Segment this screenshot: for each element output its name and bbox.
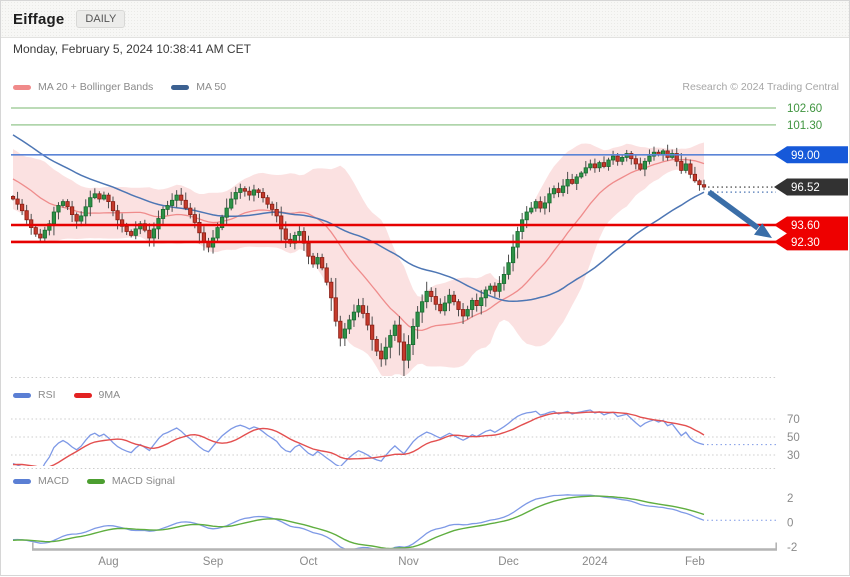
macd-panel	[12, 494, 705, 549]
rsi-ma-line	[12, 411, 705, 466]
chart-header: Eiffage DAILY	[1, 1, 849, 38]
macd-scale-label: 2	[787, 493, 793, 505]
bearish-arrow	[707, 189, 772, 238]
rsi-line	[12, 409, 705, 466]
rsi-legend: RSI 9MA	[13, 389, 138, 401]
resistance-label: 102.60	[787, 103, 822, 115]
support-price-tag: 93.60	[774, 216, 848, 234]
bollinger-band	[13, 142, 704, 376]
month-label: 2024	[582, 556, 608, 568]
svg-text:92.30: 92.30	[791, 237, 820, 249]
price-legend: MA 20 + Bollinger Bands MA 50	[13, 81, 244, 93]
resistance-label: 101.30	[787, 120, 822, 132]
ma20-bollinger-legend-label: MA 20 + Bollinger Bands	[38, 81, 154, 93]
month-label: Dec	[498, 556, 519, 568]
rsi-9ma-legend-label: 9MA	[98, 389, 121, 401]
macd-swatch-icon	[13, 478, 31, 484]
macd-signal-legend-label: MACD Signal	[111, 475, 175, 487]
month-label: Feb	[685, 556, 705, 568]
ma20-line	[12, 158, 705, 332]
symbol-title: Eiffage	[13, 10, 65, 28]
svg-text:96.52: 96.52	[791, 182, 820, 194]
last-price-tag: 96.52	[774, 178, 848, 196]
rsi-scale-label: 30	[787, 450, 800, 462]
price-panel	[11, 134, 707, 376]
macd-signal-swatch-icon	[86, 478, 105, 484]
ma50-line	[12, 134, 705, 303]
macd-line	[12, 494, 705, 549]
rsi-panel	[12, 409, 705, 466]
support-price-tag: 92.30	[774, 233, 848, 251]
month-label: Nov	[398, 556, 419, 568]
macd-legend-label: MACD	[38, 475, 69, 487]
month-label: Sep	[203, 556, 223, 568]
rsi-9ma-swatch-icon	[73, 392, 92, 398]
rsi-swatch-icon	[13, 392, 31, 398]
rsi-scale-label: 50	[787, 432, 800, 444]
pivot-price-tag: 99.00	[774, 146, 848, 164]
macd-scale-label: -2	[787, 542, 797, 554]
attribution-text: Research © 2024 Trading Central	[682, 81, 839, 93]
macd-legend: MACD MACD Signal	[13, 475, 193, 487]
chart-datetime: Monday, February 5, 2024 10:38:41 AM CET	[13, 42, 251, 56]
month-label: Aug	[98, 556, 118, 568]
month-label: Oct	[300, 556, 319, 568]
macd-scale-label: 0	[787, 518, 793, 530]
macd-signal-line	[12, 495, 705, 549]
ma20-bollinger-swatch-icon	[13, 84, 31, 90]
svg-text:93.60: 93.60	[791, 220, 820, 232]
svg-text:99.00: 99.00	[791, 150, 820, 162]
ma50-swatch-icon	[171, 84, 190, 90]
rsi-scale-label: 70	[787, 414, 800, 426]
timeframe-badge[interactable]: DAILY	[76, 10, 126, 28]
ma50-legend-label: MA 50	[196, 81, 227, 93]
rsi-legend-label: RSI	[38, 389, 56, 401]
